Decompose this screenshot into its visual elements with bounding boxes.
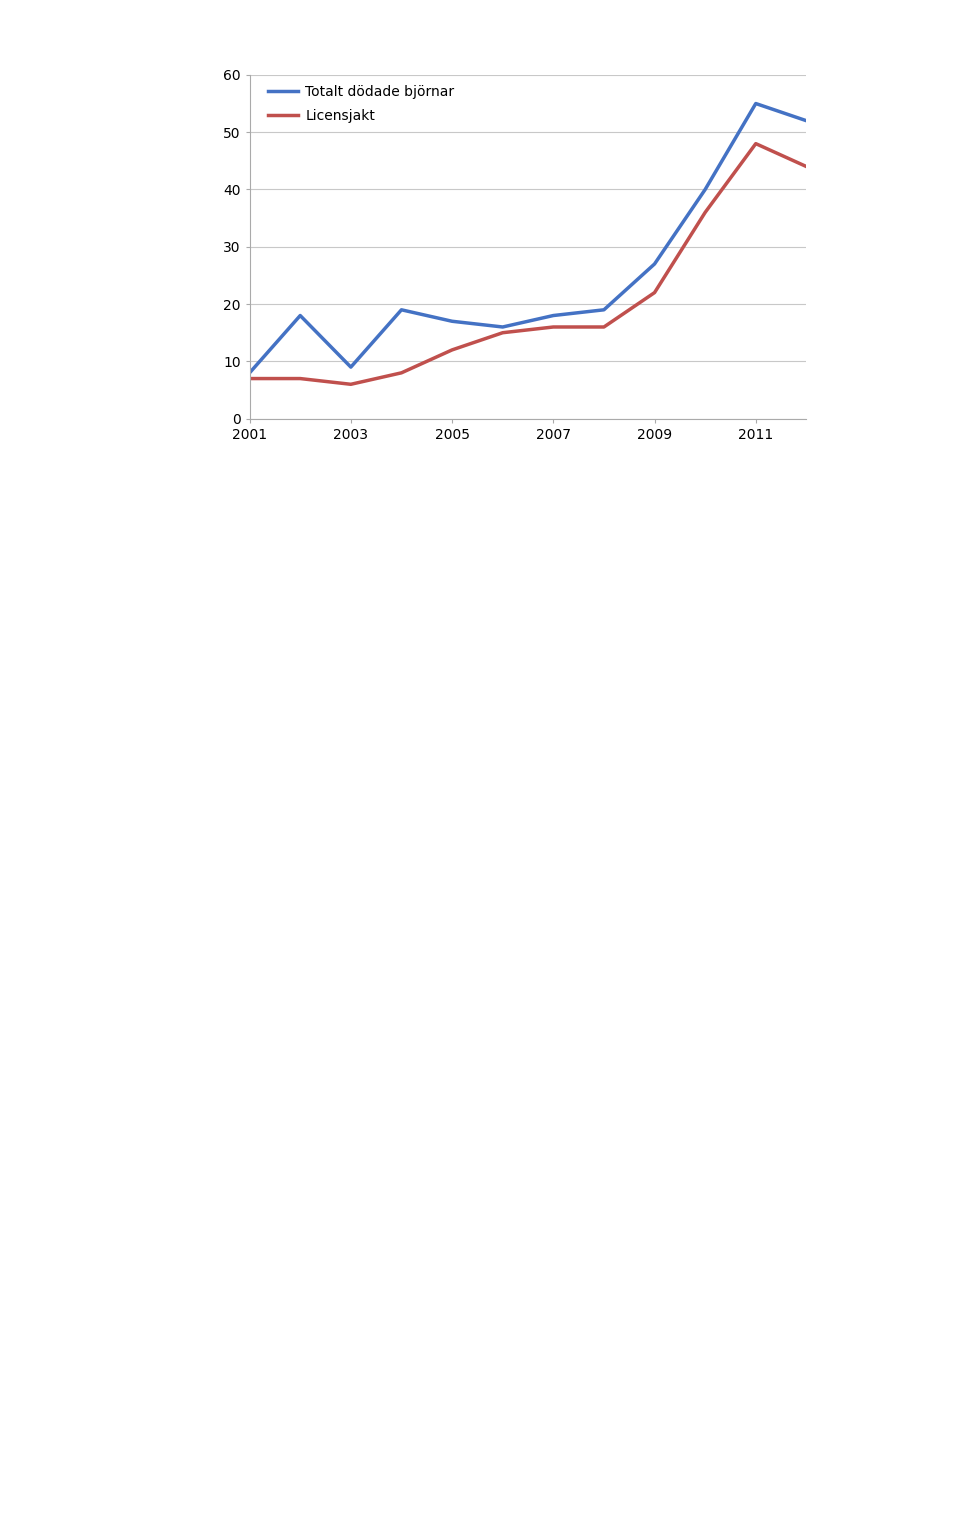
- Legend: Totalt dödade björnar, Licensjakt: Totalt dödade björnar, Licensjakt: [268, 86, 454, 122]
